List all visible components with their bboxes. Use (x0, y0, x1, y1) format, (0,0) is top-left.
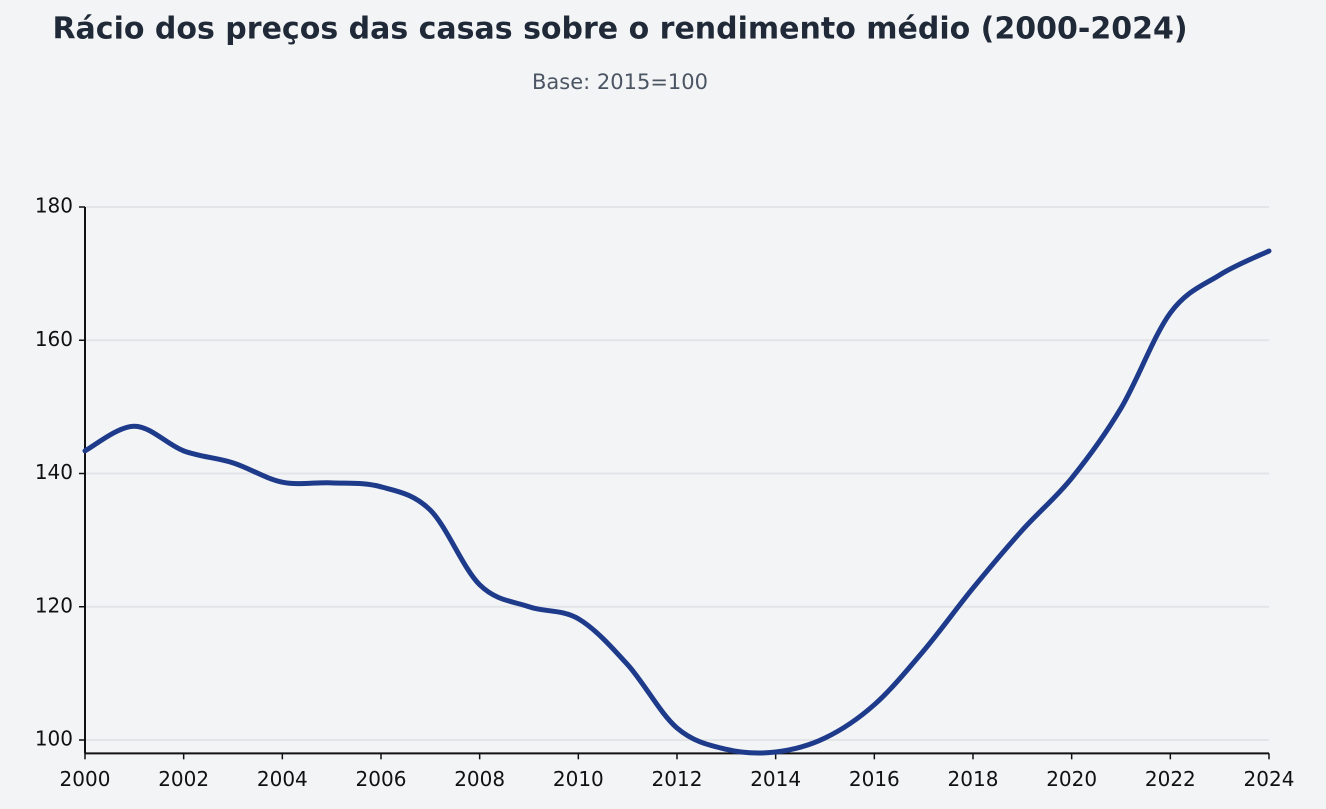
y-tick-label: 160 (35, 327, 73, 351)
chart-title: Rácio dos preços das casas sobre o rendi… (52, 12, 1187, 47)
x-tick-label: 2018 (948, 767, 999, 791)
x-tick-label: 2002 (158, 767, 209, 791)
data-line (82, 248, 1272, 756)
x-tick-label: 2022 (1145, 767, 1196, 791)
x-tick-label: 2000 (60, 767, 111, 791)
x-tick-label: 2020 (1046, 767, 1097, 791)
x-tick-label: 2014 (750, 767, 801, 791)
x-tick-label: 2004 (257, 767, 308, 791)
y-tick-label: 100 (35, 727, 73, 751)
y-tick-label: 180 (35, 194, 73, 218)
y-tick-label: 140 (35, 460, 73, 484)
x-tick-label: 2016 (849, 767, 900, 791)
x-tick-label: 2024 (1244, 767, 1295, 791)
x-tick-label: 2010 (553, 767, 604, 791)
x-tick-label: 2008 (454, 767, 505, 791)
y-tick-label: 120 (35, 593, 73, 617)
chart-subtitle: Base: 2015=100 (532, 70, 708, 94)
x-tick-label: 2012 (652, 767, 703, 791)
x-tick-label: 2006 (356, 767, 407, 791)
